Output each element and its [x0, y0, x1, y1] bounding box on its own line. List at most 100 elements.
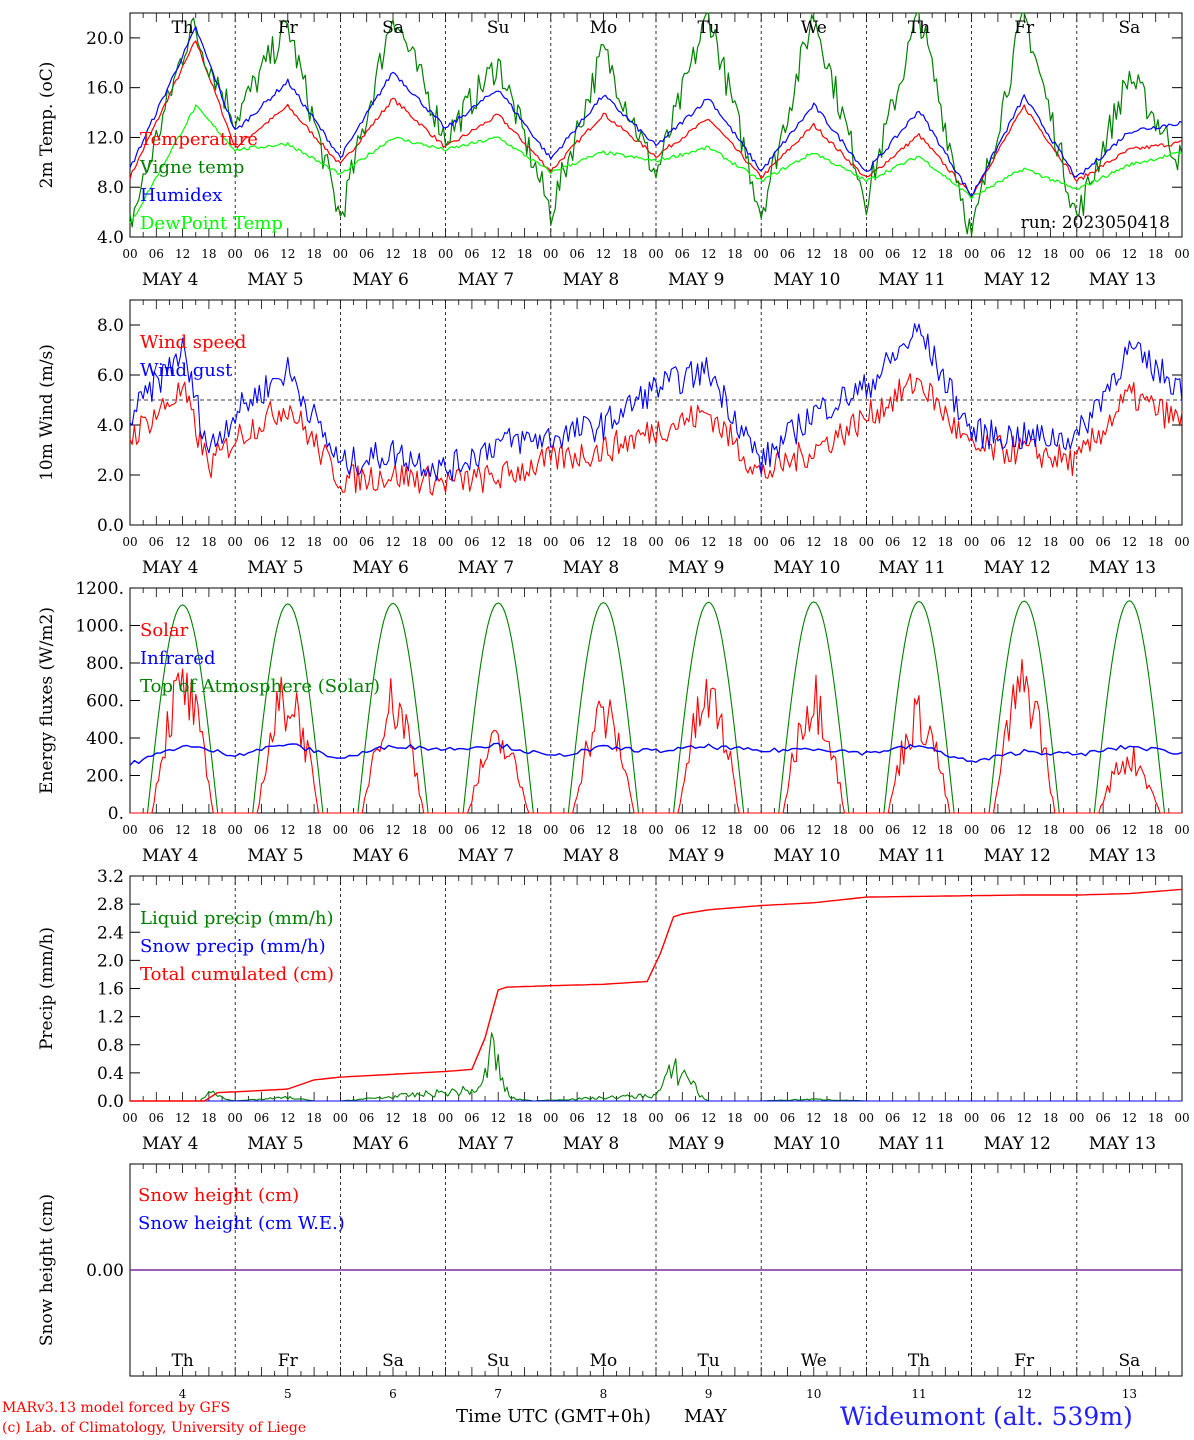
hour-tick-label: 00 — [1174, 1111, 1189, 1125]
hour-tick-label: 18 — [727, 1111, 742, 1125]
hour-tick-label: 06 — [464, 823, 479, 837]
hour-tick-label: 18 — [1043, 823, 1058, 837]
y-tick-label: 0.0 — [97, 1092, 124, 1112]
date-label: MAY 6 — [352, 846, 408, 866]
hour-tick-label: 00 — [754, 823, 769, 837]
series-line-2 — [129, 26, 1183, 197]
hour-tick-label: 18 — [622, 1111, 637, 1125]
hour-tick-label: 18 — [517, 1111, 532, 1125]
hour-tick-label: 18 — [306, 823, 321, 837]
date-label: MAY 7 — [458, 270, 514, 290]
hour-tick-label: 12 — [1122, 1111, 1137, 1125]
hour-tick-label: 06 — [990, 247, 1005, 261]
energy-series: Solar Infrared Top of Atmosphere (Solar) — [129, 600, 1183, 814]
y-tick-label: 12.0 — [86, 128, 124, 148]
hour-tick-label: 18 — [727, 247, 742, 261]
hour-tick-label: 12 — [911, 247, 926, 261]
hour-tick-label: 12 — [1122, 247, 1137, 261]
x-axis-month: MAY — [684, 1406, 727, 1427]
y-tick-label: 0.00 — [86, 1261, 124, 1281]
hour-tick-label: 06 — [780, 535, 795, 549]
weekday-label: We — [801, 1351, 827, 1371]
date-label: MAY 4 — [142, 558, 198, 578]
date-label: MAY 11 — [878, 558, 945, 578]
weekday-label: Th — [171, 18, 193, 38]
hour-tick-label: 12 — [175, 1111, 190, 1125]
hour-tick-label: 18 — [201, 535, 216, 549]
date-label: MAY 9 — [668, 1134, 724, 1154]
hour-tick-label: 18 — [1148, 247, 1163, 261]
series-line-infrared — [129, 742, 1183, 766]
hour-tick-label: 18 — [306, 1111, 321, 1125]
hour-tick-label: 18 — [938, 1111, 953, 1125]
y-tick-label: 6.0 — [97, 366, 124, 386]
hour-tick-label: 06 — [990, 535, 1005, 549]
legend-entry: Top of Atmosphere (Solar) — [140, 676, 380, 697]
hour-tick-label: 00 — [122, 247, 137, 261]
hour-tick-label: 06 — [885, 247, 900, 261]
date-label: MAY 10 — [773, 558, 840, 578]
y-tick-label: 800. — [86, 654, 124, 674]
hour-tick-label: 18 — [201, 823, 216, 837]
date-label: MAY 4 — [142, 270, 198, 290]
day-number-label: 12 — [1017, 1387, 1032, 1401]
date-label: MAY 6 — [352, 270, 408, 290]
y-axis-label: Snow height (cm) — [37, 1194, 57, 1346]
series-line-liquid — [130, 1032, 1182, 1102]
day-number-label: 11 — [911, 1387, 926, 1401]
hour-tick-label: 12 — [596, 1111, 611, 1125]
day-number-label: 8 — [600, 1387, 608, 1401]
hour-tick-label: 12 — [701, 823, 716, 837]
hour-tick-label: 18 — [1148, 1111, 1163, 1125]
hour-tick-label: 18 — [1043, 1111, 1058, 1125]
hour-tick-label: 00 — [228, 247, 243, 261]
series-line-0 — [129, 40, 1183, 198]
hour-tick-label: 00 — [438, 823, 453, 837]
day-number-label: 10 — [806, 1387, 821, 1401]
legend-entry: Liquid precip (mm/h) — [140, 908, 334, 929]
date-label: MAY 9 — [668, 558, 724, 578]
hour-tick-label: 00 — [122, 535, 137, 549]
hour-tick-label: 00 — [1069, 535, 1084, 549]
hour-tick-label: 00 — [543, 535, 558, 549]
hour-tick-label: 12 — [280, 1111, 295, 1125]
hour-tick-label: 12 — [491, 247, 506, 261]
hour-tick-label: 18 — [306, 247, 321, 261]
date-label: MAY 12 — [984, 1134, 1051, 1154]
panel-2: 10m Wind (m/s)0.02.04.06.08.000 06 12 18MAY… — [37, 299, 1190, 578]
weekday-label: Sa — [1119, 1351, 1141, 1371]
day-number-label: 4 — [179, 1387, 187, 1401]
hour-tick-label: 06 — [1095, 1111, 1110, 1125]
y-axis-label: Energy fluxes (W/m2) — [37, 607, 57, 794]
hour-tick-label: 12 — [1017, 535, 1032, 549]
hour-tick-label: 12 — [385, 535, 400, 549]
panel-3: Energy fluxes (W/m2) 0. 200. 400. 600. 800. 10… — [37, 579, 1190, 866]
hour-tick-label: 12 — [806, 823, 821, 837]
hour-tick-label: 06 — [780, 823, 795, 837]
hour-tick-label: 18 — [832, 823, 847, 837]
hour-tick-label: 00 — [333, 247, 348, 261]
hour-tick-label: 00 — [859, 823, 874, 837]
hour-tick-label: 18 — [1043, 247, 1058, 261]
hour-tick-label: 00 — [543, 1111, 558, 1125]
y-tick-label: 8.0 — [97, 178, 124, 198]
hour-tick-label: 12 — [1017, 1111, 1032, 1125]
wind-series: Wind speed Wind gust — [129, 323, 1183, 496]
date-label: MAY 4 — [142, 1134, 198, 1154]
date-label: MAY 6 — [352, 558, 408, 578]
hour-tick-label: 06 — [569, 535, 584, 549]
hour-tick-label: 00 — [648, 823, 663, 837]
legend-entry: DewPoint Temp — [140, 213, 283, 234]
hour-tick-label: 06 — [990, 823, 1005, 837]
hour-tick-label: 18 — [622, 535, 637, 549]
hour-tick-label: 00 — [964, 823, 979, 837]
date-label: MAY 11 — [878, 270, 945, 290]
date-label: MAY 11 — [878, 846, 945, 866]
hour-tick-label: 00 — [333, 823, 348, 837]
hour-tick-label: 18 — [727, 535, 742, 549]
hour-tick-label: 18 — [938, 247, 953, 261]
legend-entry: Solar — [140, 620, 189, 641]
y-tick-label: 1200. — [75, 579, 124, 599]
lab-credit: (c) Lab. of Climatology, University of L… — [2, 1420, 307, 1436]
